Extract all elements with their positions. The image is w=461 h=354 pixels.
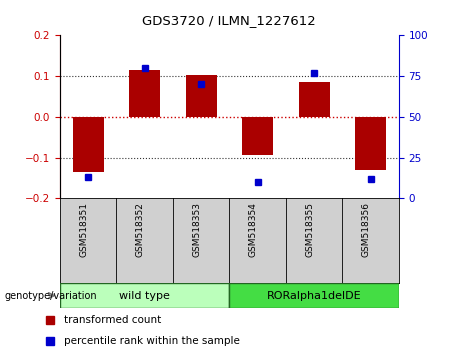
Bar [355,117,386,170]
Text: GSM518354: GSM518354 [248,202,258,257]
Text: genotype/variation: genotype/variation [5,291,97,301]
Text: GSM518355: GSM518355 [305,202,314,257]
Text: GSM518353: GSM518353 [192,202,201,257]
Text: GSM518356: GSM518356 [361,202,371,257]
Bar [242,117,273,155]
Bar [129,70,160,117]
Text: GSM518351: GSM518351 [79,202,88,257]
Bar [186,75,217,117]
FancyBboxPatch shape [229,283,399,308]
Bar [73,117,104,172]
Text: transformed count: transformed count [64,315,161,325]
Text: wild type: wild type [119,291,170,301]
Text: GSM518352: GSM518352 [136,202,145,257]
Bar [299,82,330,117]
Text: GDS3720 / ILMN_1227612: GDS3720 / ILMN_1227612 [142,13,316,27]
Text: RORalpha1delDE: RORalpha1delDE [267,291,361,301]
FancyBboxPatch shape [60,283,229,308]
Text: percentile rank within the sample: percentile rank within the sample [64,336,240,346]
